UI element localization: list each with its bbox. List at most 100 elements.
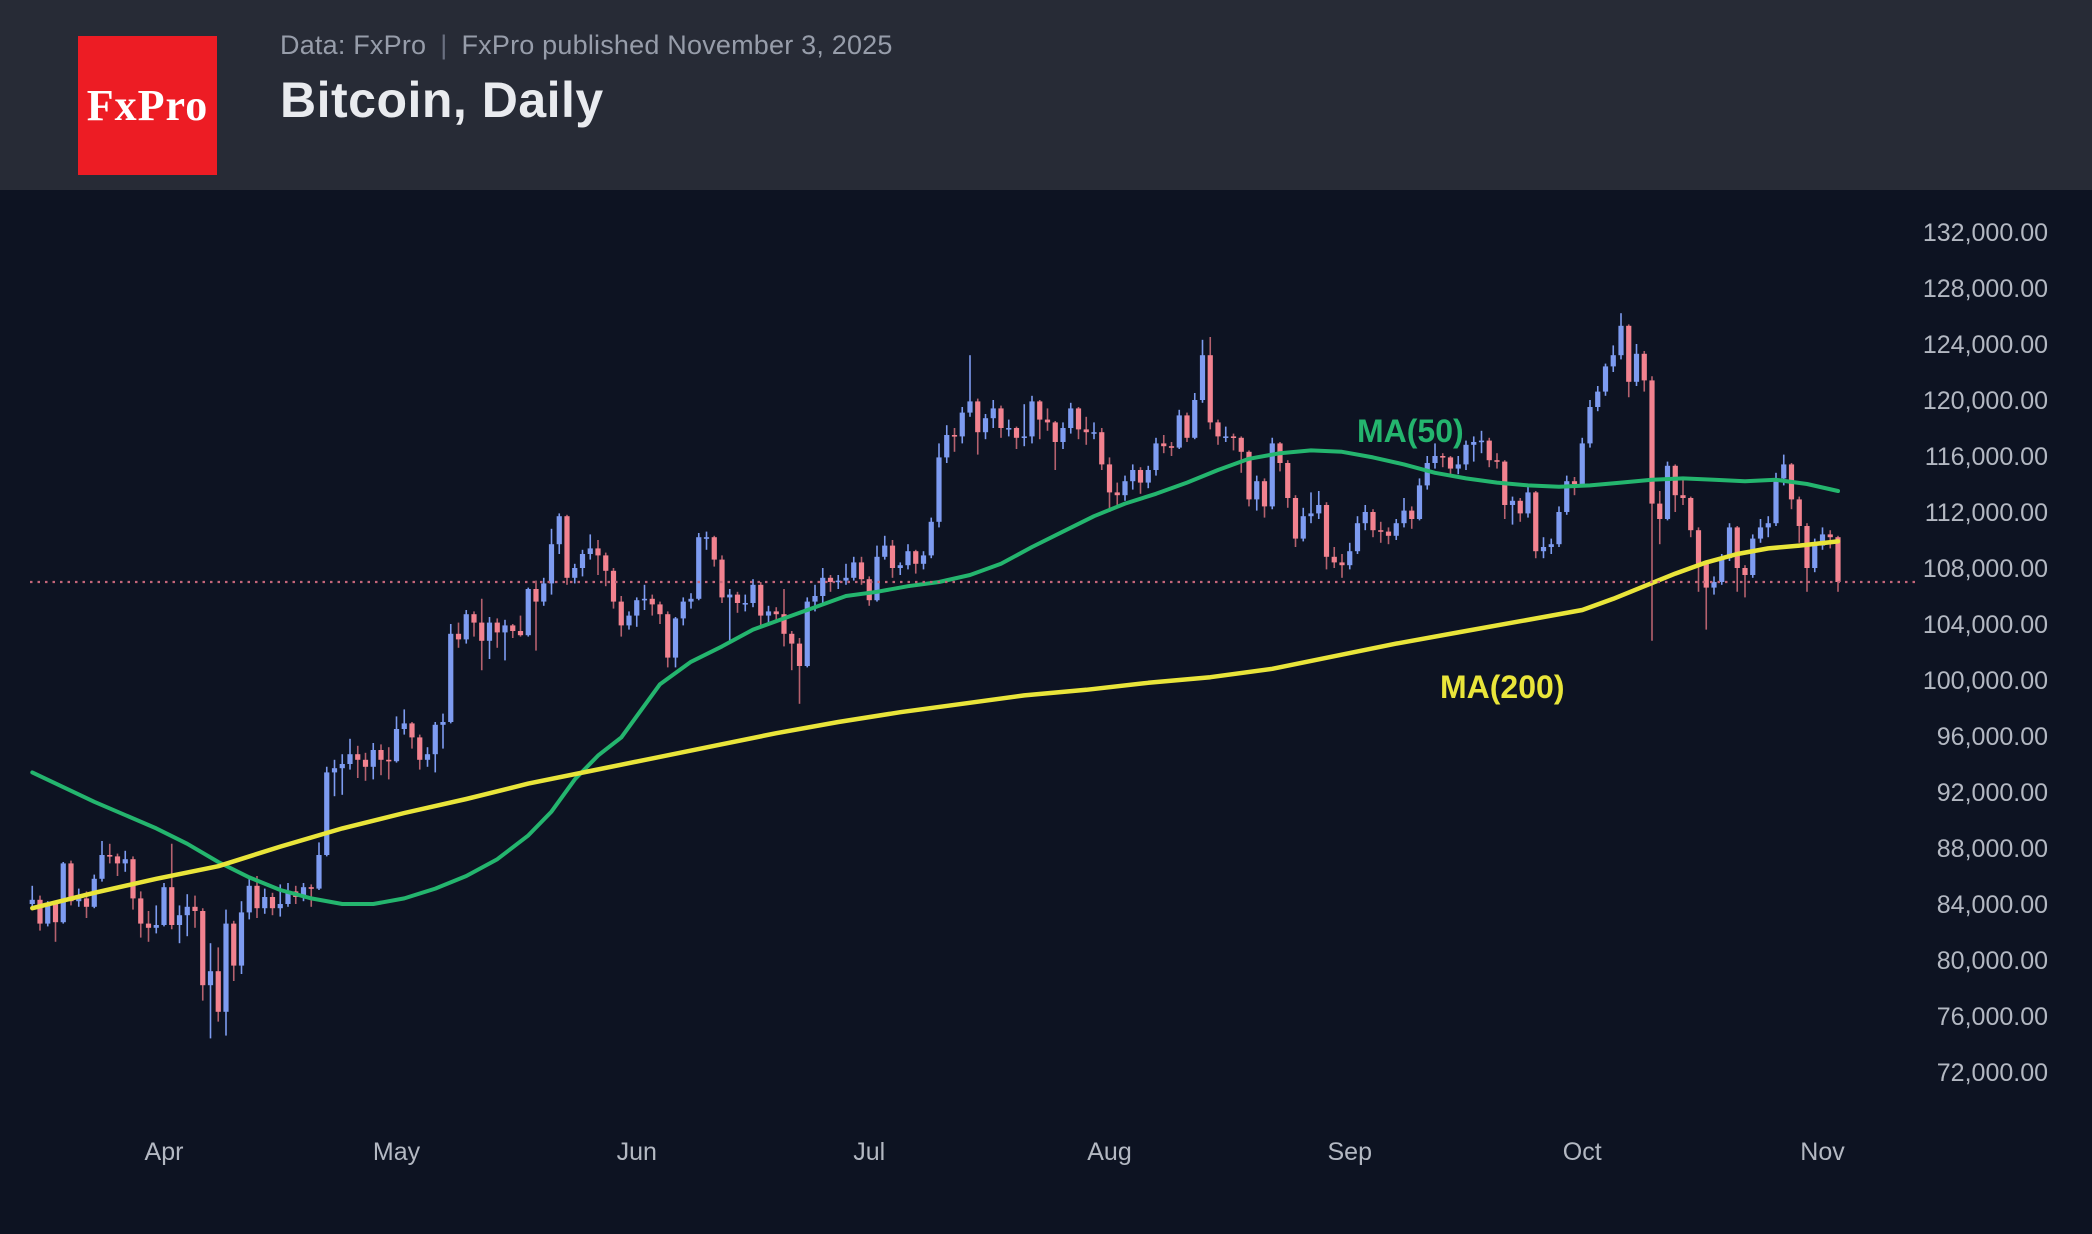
candle-body	[417, 737, 423, 760]
y-tick-label: 112,000.00	[1925, 499, 2048, 527]
candle-body	[665, 614, 671, 658]
candle-body	[1254, 481, 1260, 500]
candle-body	[1145, 470, 1151, 483]
candle-body	[634, 600, 640, 616]
candle-body	[161, 887, 167, 925]
candle-body	[820, 577, 826, 596]
y-tick-label: 92,000.00	[1937, 779, 2048, 807]
candle-body	[680, 601, 686, 619]
candle-body	[254, 885, 260, 909]
candle-body	[200, 911, 206, 986]
candle-body	[1827, 534, 1833, 538]
candle-body	[843, 577, 849, 581]
candle-body	[1494, 460, 1500, 462]
candle-body	[711, 537, 717, 560]
candle-body	[1075, 408, 1082, 430]
candle-body	[1106, 464, 1113, 493]
candle-body	[835, 580, 841, 583]
x-axis-labels: Apr May Jun Jul Aug Sep Oct Nov	[145, 1138, 1846, 1166]
candle-body	[789, 633, 795, 644]
candle-body	[130, 859, 136, 899]
header-text-block: Data: FxPro | FxPro published November 3, …	[280, 30, 893, 129]
y-tick-label: 72,000.00	[1937, 1059, 2048, 1087]
candle-body	[657, 604, 663, 615]
candle-body	[223, 923, 229, 1012]
candle-body	[1393, 523, 1399, 536]
candle-body	[967, 401, 973, 413]
candle-body	[370, 750, 376, 767]
candle-body	[572, 568, 578, 578]
candle-body	[649, 598, 655, 605]
candle-body	[1370, 512, 1376, 531]
candle-body	[122, 859, 128, 864]
candle-body	[246, 885, 252, 913]
candle-body	[696, 537, 702, 599]
candle-body	[60, 863, 66, 923]
candle-body	[1579, 443, 1585, 484]
candle-body	[579, 554, 586, 568]
y-tick-label: 116,000.00	[1925, 443, 2048, 471]
candle-body	[114, 856, 121, 864]
candle-body	[1447, 457, 1454, 469]
candle-body	[1750, 538, 1756, 575]
candle-body	[1091, 432, 1097, 434]
candle-body	[1114, 492, 1120, 496]
candle-body	[897, 565, 903, 568]
candle-body	[1548, 544, 1554, 547]
candle-body	[1199, 355, 1206, 400]
candle-body	[1246, 451, 1252, 500]
fxpro-logo-text: FxPro	[86, 81, 209, 130]
candle-body	[1029, 401, 1035, 437]
subtitle-published: FxPro published November 3, 2025	[461, 30, 893, 60]
y-tick-label: 124,000.00	[1923, 331, 2048, 359]
candle-body	[138, 898, 144, 924]
candle-body	[517, 631, 524, 636]
candle-body	[269, 897, 276, 909]
candle-body	[959, 412, 965, 437]
ma200-line	[30, 539, 1841, 911]
candle-body	[440, 722, 446, 725]
candle-body	[176, 915, 183, 925]
candle-body	[1362, 512, 1368, 524]
candle-body	[1478, 440, 1485, 443]
candle-body	[1153, 443, 1159, 470]
candle-body	[1657, 503, 1663, 519]
candle-body	[285, 891, 291, 904]
candle-body	[1323, 505, 1330, 557]
chart-canvas[interactable]: 132,000.00 128,000.00 124,000.00 120,000.00…	[0, 190, 2092, 1234]
candle-body	[347, 754, 353, 764]
candle-body	[851, 562, 857, 578]
candle-body	[153, 925, 159, 928]
candle-body	[432, 724, 438, 755]
candle-body	[1354, 523, 1361, 552]
y-tick-label: 108,000.00	[1923, 555, 2048, 583]
candle-body	[45, 904, 51, 924]
y-tick-label: 88,000.00	[1937, 835, 2048, 863]
candle-body	[1835, 537, 1841, 582]
candle-body	[1161, 443, 1167, 447]
candle-body	[1812, 545, 1818, 568]
candle-body	[1122, 481, 1128, 496]
candle-body	[1184, 415, 1190, 438]
subtitle-source: Data: FxPro	[280, 30, 427, 60]
candle-body	[1083, 429, 1089, 433]
subtitle-separator-icon: |	[440, 30, 448, 60]
candle-body	[1602, 366, 1609, 392]
candle-body	[556, 516, 562, 545]
candle-body	[448, 633, 454, 722]
candle-body	[936, 457, 942, 522]
candle-body	[386, 759, 392, 762]
candle-body	[727, 594, 733, 598]
page-title: Bitcoin, Daily	[280, 72, 604, 128]
candle-body	[1796, 499, 1802, 526]
candle-body	[1641, 353, 1647, 381]
candle-body	[52, 904, 59, 923]
candle-body	[145, 923, 152, 928]
candle-body	[1044, 419, 1051, 423]
candle-body	[1130, 470, 1136, 482]
candle-body	[362, 759, 369, 767]
x-tick-label: May	[373, 1138, 421, 1166]
candle-body	[564, 516, 570, 578]
x-tick-label: Aug	[1087, 1138, 1131, 1166]
